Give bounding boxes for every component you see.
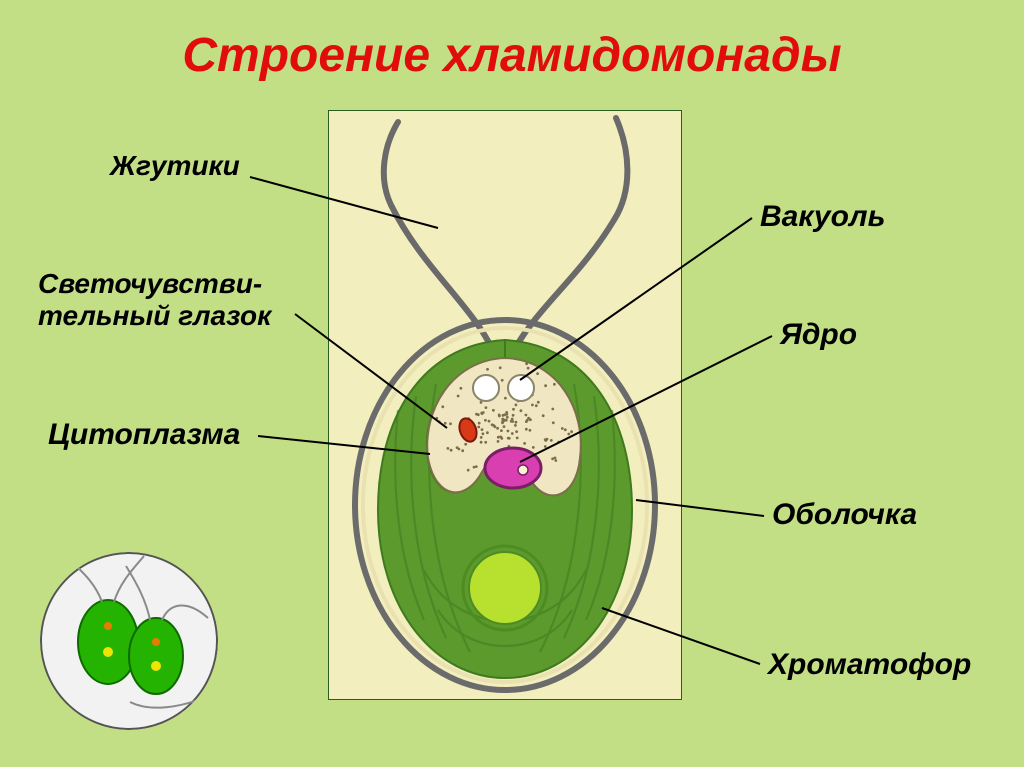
label-eyespot: Светочувстви- тельный глазок [38, 268, 271, 332]
label-vacuole: Вакуоль [760, 200, 885, 235]
inset-svg [40, 552, 218, 730]
label-membrane: Оболочка [772, 498, 917, 533]
slide-root: Строение хламидомонады [0, 0, 1024, 767]
slide-title: Строение хламидомонады [0, 28, 1024, 83]
label-flagella: Жгутики [110, 150, 240, 182]
label-nucleus: Ядро [780, 318, 857, 353]
label-chromatophore: Хроматофор [768, 648, 971, 683]
cell-svg [328, 110, 682, 700]
cell-diagram [328, 110, 682, 700]
inset-diagram [40, 552, 218, 730]
label-cytoplasm: Цитоплазма [48, 418, 240, 453]
